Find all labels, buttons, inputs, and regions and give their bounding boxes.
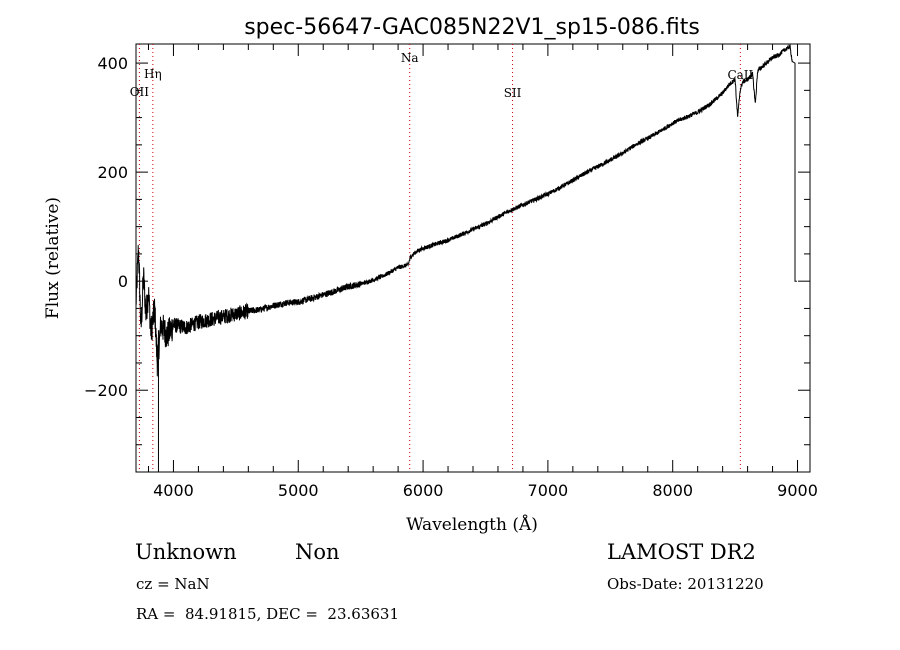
spectral-line-label: OII: [130, 85, 150, 99]
y-tick-label: 400: [97, 54, 128, 73]
survey-name: LAMOST DR2: [607, 540, 756, 564]
spectral-line-label: SII: [504, 86, 522, 100]
y-tick-label: 0: [118, 272, 128, 291]
ra-dec: RA = 84.91815, DEC = 23.63631: [136, 605, 400, 623]
x-tick-label: 6000: [403, 481, 444, 500]
spectral-line-label: Hη: [144, 67, 162, 81]
x-tick-label: 5000: [278, 481, 319, 500]
observation-date: Obs-Date: 20131220: [607, 575, 764, 593]
plot-frame: [135, 43, 811, 473]
redshift-cz: cz = NaN: [136, 575, 210, 593]
spectral-line-label: CaII: [727, 68, 753, 82]
spectrum-line: [135, 44, 797, 377]
y-tick-label: −200: [84, 381, 128, 400]
x-tick-label: 9000: [777, 481, 818, 500]
chart-title: spec-56647-GAC085N22V1_sp15-086.fits: [244, 15, 700, 40]
spectral-line-label: Na: [401, 51, 419, 65]
object-subclass: Non: [295, 540, 340, 564]
y-axis-label: Flux (relative): [43, 197, 63, 319]
x-tick-label: 4000: [153, 481, 194, 500]
object-class: Unknown: [135, 540, 237, 564]
x-axis-label: Wavelength (Å): [406, 514, 538, 535]
y-tick-label: 200: [97, 163, 128, 182]
x-tick-label: 7000: [528, 481, 569, 500]
x-tick-label: 8000: [652, 481, 693, 500]
